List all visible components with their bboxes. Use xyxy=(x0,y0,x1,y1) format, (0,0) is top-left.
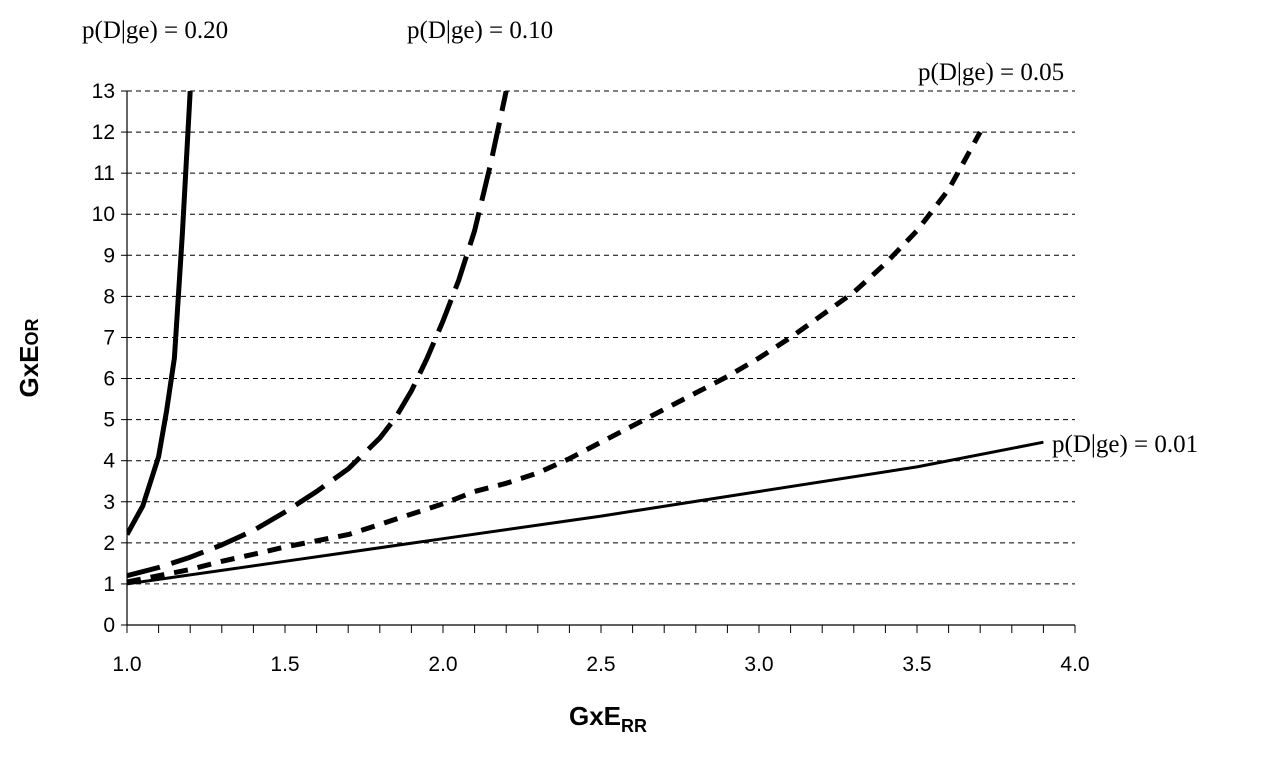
axes xyxy=(121,90,1076,633)
y-tick-label-3: 3 xyxy=(103,491,115,514)
series-lines xyxy=(127,91,1044,586)
series-line-0 xyxy=(127,91,193,536)
x-axis-title-main: GxE xyxy=(569,701,621,731)
y-axis-title: GxEOR xyxy=(14,318,44,397)
y-axis-title-main: GxE xyxy=(14,345,44,397)
x-tick-label-2: 2.0 xyxy=(428,653,457,676)
y-tick-label-10: 10 xyxy=(92,203,115,226)
y-tick-label-6: 6 xyxy=(103,368,115,391)
y-tick-label-1: 1 xyxy=(103,573,115,596)
series-line-2 xyxy=(127,130,983,585)
y-tick-label-5: 5 xyxy=(103,409,115,432)
y-tick-label-12: 12 xyxy=(92,121,115,144)
y-tick-label-8: 8 xyxy=(103,285,115,308)
y-tick-label-2: 2 xyxy=(103,532,115,555)
series-label-020: p(D|ge) = 0.20 xyxy=(82,17,228,44)
y-tick-label-0: 0 xyxy=(103,614,115,637)
x-tick-label-1: 1.5 xyxy=(270,653,299,676)
series-label-005: p(D|ge) = 0.05 xyxy=(918,59,1064,86)
y-axis-title-sub: OR xyxy=(22,318,42,345)
y-tick-label-7: 7 xyxy=(103,326,115,349)
x-tick-label-6: 4.0 xyxy=(1060,653,1089,676)
x-tick-label-5: 3.5 xyxy=(902,653,931,676)
y-tick-label-9: 9 xyxy=(103,244,115,267)
x-axis-title-sub: RR xyxy=(621,716,647,736)
series-label-010: p(D|ge) = 0.10 xyxy=(407,17,553,44)
x-tick-labels: 1.0 1.5 2.0 2.5 3.0 3.5 4.0 xyxy=(112,653,1089,676)
series-line-1 xyxy=(127,91,509,579)
y-tick-label-11: 11 xyxy=(93,162,115,185)
x-tick-label-4: 3.0 xyxy=(744,653,773,676)
y-tick-label-13: 13 xyxy=(92,80,115,103)
series-label-001: p(D|ge) = 0.01 xyxy=(1052,431,1198,458)
series-line-3 xyxy=(127,440,1044,586)
y-tick-label-4: 4 xyxy=(103,450,115,473)
x-axis-title: GxERR xyxy=(569,701,647,736)
x-tick-label-0: 1.0 xyxy=(112,653,141,676)
x-tick-label-3: 2.5 xyxy=(586,653,615,676)
gridlines xyxy=(127,90,1075,585)
